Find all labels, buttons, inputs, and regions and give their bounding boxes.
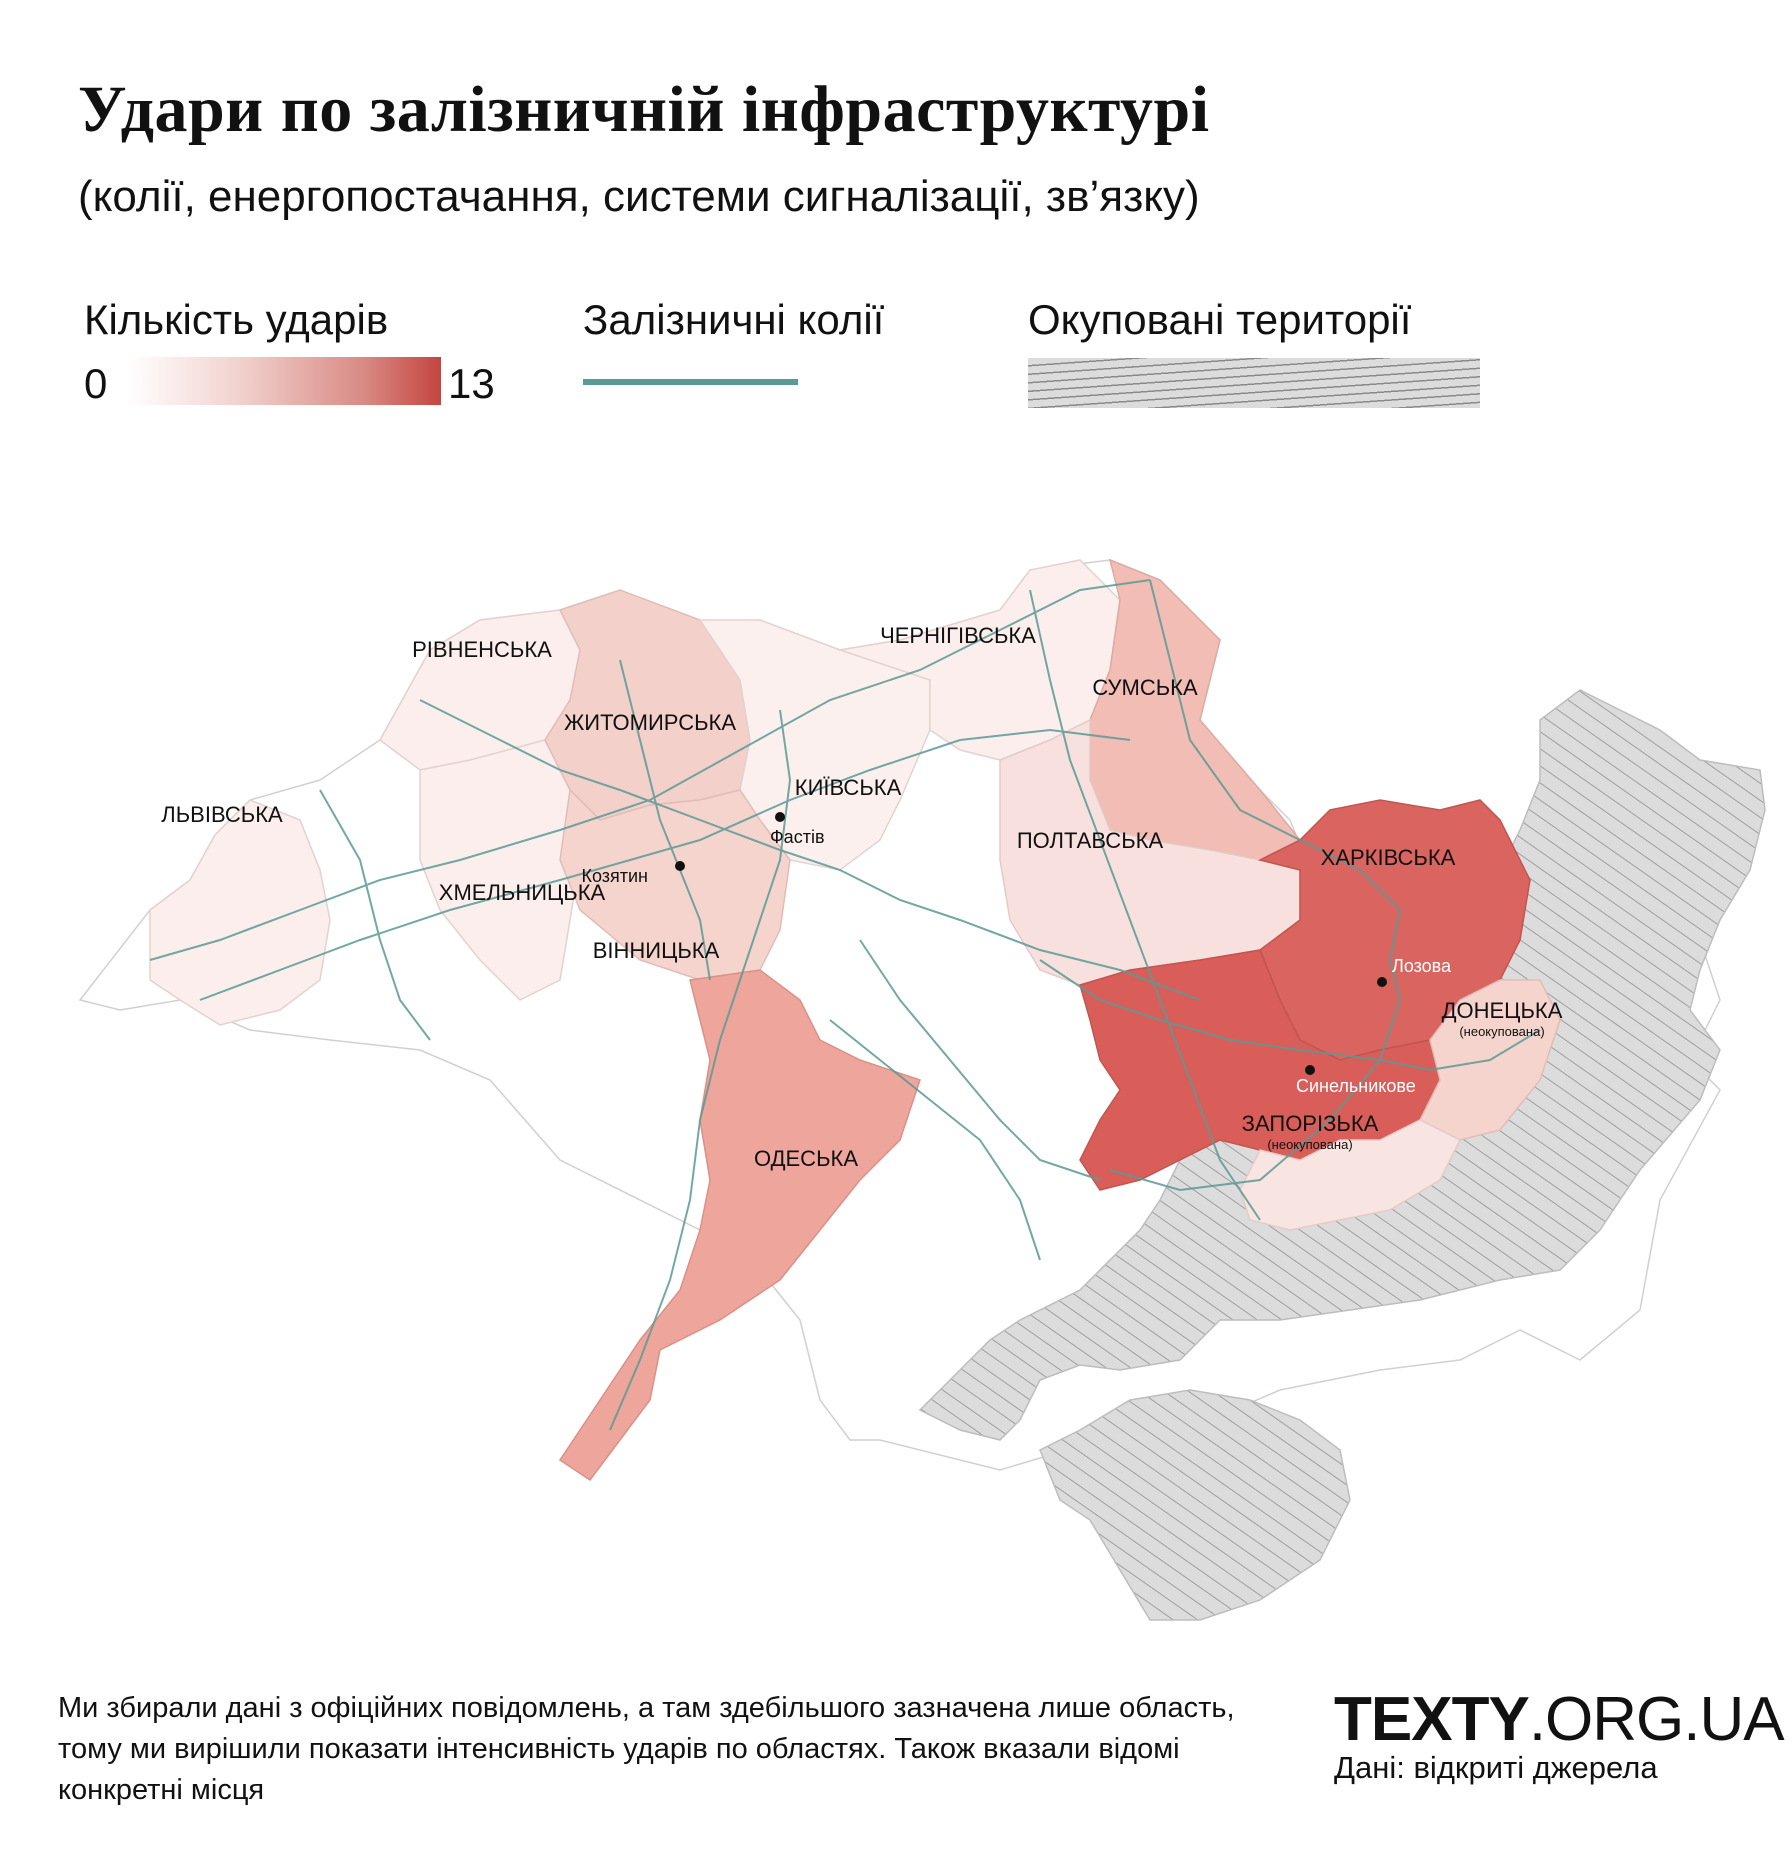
railway-network [149,579,1541,1431]
region-label-sumy: СУМСЬКА [1092,675,1198,700]
data-source: Дані: відкриті джерела [1334,1750,1658,1785]
place-dot-synelnykove [1305,1065,1315,1075]
place-label-lozova: Лозова [1392,956,1452,976]
footnote: Ми збирали дані з офіційних повідомлень,… [58,1692,1235,1806]
railway-line [1029,589,1261,1221]
brand-bold: TEXTY [1334,1685,1530,1754]
railway-line [319,789,431,1041]
legend-count-min: 0 [84,360,108,407]
place-label-koziatyn: Козятин [581,866,648,886]
railway-line [829,1019,1041,1261]
place-dot-koziatyn [675,861,685,871]
railway-line [149,579,1151,961]
railway-line [419,699,1201,1001]
region-sumy [1089,558,1302,861]
region-odesa [558,969,921,1482]
place-label-fastiv: Фастів [770,827,825,847]
legend-rail-title: Залізничні колії [583,296,885,343]
railway-line [1039,959,1541,1072]
brand-rest: .ORG.UA [1528,1685,1785,1754]
place-dot-lozova [1377,977,1387,987]
region-zaporizhzhia [1239,1119,1462,1231]
region-label-chernihiv: ЧЕРНІГІВСЬКА [880,623,1036,648]
legend-occupied-swatch [1028,358,1480,408]
place-dot-fastiv [775,812,785,822]
map-title: Удари по залізничній інфраструктурі [78,73,1210,146]
region-khmelnytska [419,739,581,1001]
place-label-synelnykove: Синельникове [1296,1076,1416,1096]
railway-line [619,659,711,981]
region-label-kharkiv: ХАРКІВСЬКА [1321,845,1456,870]
region-label-rivne: РІВНЕНСЬКА [412,637,552,662]
region-label-khmelnytska: ХМЕЛЬНИЦЬКА [439,880,606,905]
region-sublabel-donetsk: (неокупована) [1459,1024,1544,1039]
region-label-lviv: ЛЬВІВСЬКА [161,802,283,827]
legend-rail-line [583,379,798,385]
region-label-odesa: ОДЕСЬКА [754,1146,858,1171]
railway-line [859,939,1101,1181]
region-label-vinnytsia: ВІННИЦЬКА [593,938,720,963]
texty-logo: TEXTY.ORG.UA [1334,1684,1785,1755]
region-label-donetsk: ДОНЕЦЬКА [1442,998,1563,1023]
region-label-poltava: ПОЛТАВСЬКА [1017,828,1164,853]
region-sublabel-zaporizhzhia: (неокупована) [1267,1137,1352,1152]
region-label-kyiv: КИЇВСЬКА [795,775,902,800]
region-lviv [149,799,331,1026]
occupied-territory-crimea [1039,1389,1351,1621]
region-label-zaporizhzhia: ЗАПОРІЗЬКА [1242,1111,1379,1136]
railway-line [609,709,792,1431]
region-label-zhytomyr: ЖИТОМИРСЬКА [564,710,736,735]
railway-line [1109,579,1402,1192]
map-subtitle: (колії, енергопостачання, системи сигнал… [78,172,1200,221]
ukraine-map: ЛЬВІВСЬКА РІВНЕНСЬКА ХМЕЛЬНИЦЬКА ЖИТОМИРСЬК… [78,558,1766,1621]
legend-count-max: 13 [448,360,495,407]
legend-color-gradient [127,357,441,405]
railway-line [199,728,1131,1001]
legend-count-title: Кількість ударів [84,296,389,343]
legend-occupied-title: Окуповані території [1028,296,1412,343]
